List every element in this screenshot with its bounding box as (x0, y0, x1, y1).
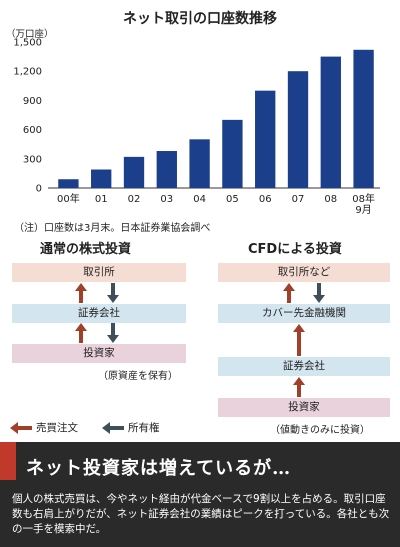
right-exchange-box: 取引所など (218, 263, 390, 282)
x-tick-label: 05 (226, 194, 239, 205)
x-tick-label: 01 (95, 194, 108, 205)
y-tick-label: 0 (36, 184, 42, 195)
legend-ownership-label: 所有権 (128, 422, 160, 434)
bar (255, 90, 276, 188)
left-exchange-box: 取引所 (12, 263, 186, 282)
left-diagram-title: 通常の株式投資 (40, 242, 132, 257)
right-investor-box: 投資家 (218, 398, 390, 417)
bar (91, 169, 112, 188)
y-tick-label: 600 (23, 125, 42, 136)
bar (353, 49, 374, 188)
right-order-arrow-up-1 (283, 283, 295, 303)
x-tick-label: 08 (324, 194, 337, 205)
left-investor-box: 投資家 (12, 344, 186, 363)
x-tick-label: 03 (160, 194, 173, 205)
left-order-arrow-up-2 (75, 323, 87, 343)
chart-source-note: （注）口座数は3月末。日本証券業協会調べ (14, 223, 211, 234)
left-order-arrow-up-1 (75, 283, 87, 303)
right-securities-firm-box: 証券会社 (218, 357, 390, 376)
left-diagram-caption: （原資産を保有） (98, 371, 178, 382)
banner-body-text: 個人の株式売買は、今やネット経由が代金ベースで9割以上を占める。取引口座数も右肩… (12, 493, 390, 535)
bar (287, 71, 309, 188)
right-diagram-caption: （値動きのみに投資） (270, 425, 370, 436)
banner-headline: ネット投資家は増えているが… (26, 458, 292, 479)
left-securities-firm-box: 証券会社 (12, 304, 186, 323)
bar (123, 156, 145, 188)
y-tick-label: 300 (23, 154, 42, 165)
y-axis-unit-label: （万口座） (6, 29, 54, 40)
legend-order-label: 売買注文 (36, 422, 78, 434)
order-arrow-icon (10, 422, 32, 434)
x-tick-label: 9月 (355, 204, 371, 216)
y-tick-label: 1,200 (13, 67, 42, 78)
left-ownership-arrow-down-2 (107, 323, 119, 343)
x-tick-label: 02 (128, 194, 141, 205)
x-tick-label: 00年 (57, 192, 80, 205)
x-tick-label: 08年 (352, 192, 375, 205)
left-ownership-arrow-down-1 (107, 283, 119, 303)
right-cover-institution-box: カバー先金融機関 (218, 304, 390, 323)
y-tick-label: 900 (23, 96, 42, 107)
bar (189, 139, 210, 188)
right-diagram-title: CFDによる投資 (248, 242, 342, 257)
right-order-arrow-up-3 (293, 377, 305, 397)
x-tick-label: 06 (259, 194, 272, 205)
bar (320, 56, 341, 188)
bar (58, 179, 79, 188)
x-tick-label: 04 (193, 194, 206, 205)
right-order-arrow-up-2 (293, 324, 305, 356)
y-tick-label: 1,500 (13, 38, 42, 49)
right-ownership-arrow-down-1 (313, 283, 325, 303)
banner-accent-bar (0, 442, 16, 480)
ownership-arrow-icon (102, 422, 124, 434)
bar (156, 151, 177, 188)
chart-title: ネット取引の口座数推移 (123, 11, 277, 27)
account-count-bar-chart: 0 300 600 900 1,200 1,500 00年 01 02 03 04 05 06 07 08 0… (13, 38, 380, 216)
bar (222, 119, 243, 188)
summary-banner: ネット投資家は増えているが… 個人の株式売買は、今やネット経由が代金ベースで9割… (0, 442, 400, 547)
x-tick-label: 07 (292, 194, 305, 205)
